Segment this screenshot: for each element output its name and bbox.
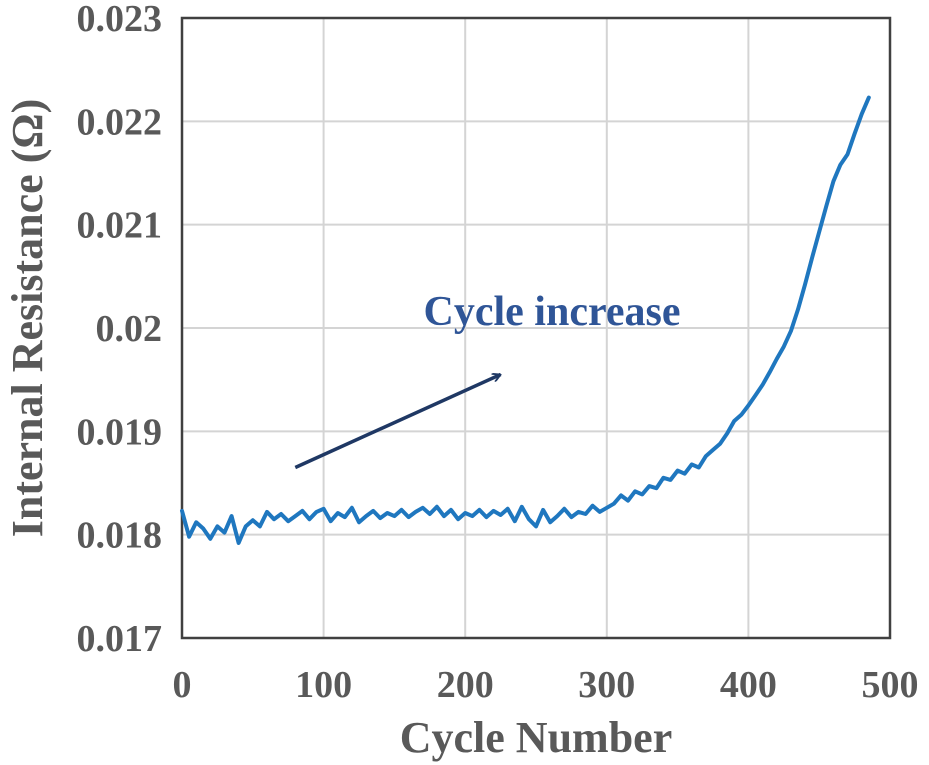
x-tick-label-4: 400 (720, 664, 777, 706)
y-tick-label-6: 0.023 (77, 0, 163, 40)
x-tick-label-1: 100 (295, 664, 352, 706)
y-tick-label-2: 0.019 (77, 411, 163, 453)
x-tick-label-5: 500 (862, 664, 919, 706)
y-tick-label-5: 0.022 (77, 101, 163, 143)
y-tick-label-0: 0.017 (77, 618, 163, 660)
x-axis-title: Cycle Number (400, 713, 673, 762)
x-tick-labels: 0 100 200 300 400 500 (173, 664, 919, 706)
y-tick-label-4: 0.021 (77, 205, 163, 247)
x-tick-label-3: 300 (578, 664, 635, 706)
y-tick-label-1: 0.018 (77, 515, 163, 557)
y-tick-label-3: 0.02 (96, 308, 163, 350)
plot-frame (180, 16, 892, 640)
annotation-arrow-0 (294, 375, 500, 470)
x-tick-label-0: 0 (173, 664, 192, 706)
annotation-label-0: Cycle increase (424, 289, 681, 335)
y-tick-labels: 0.017 0.018 0.019 0.02 0.021 0.022 0.023 (77, 0, 163, 660)
series-line-0 (180, 95, 871, 545)
y-axis-title: Internal Resistance (Ω) (3, 99, 52, 538)
x-tick-label-2: 200 (437, 664, 494, 706)
series-group (180, 95, 871, 545)
annotation-group: Cycle increase (294, 289, 681, 470)
